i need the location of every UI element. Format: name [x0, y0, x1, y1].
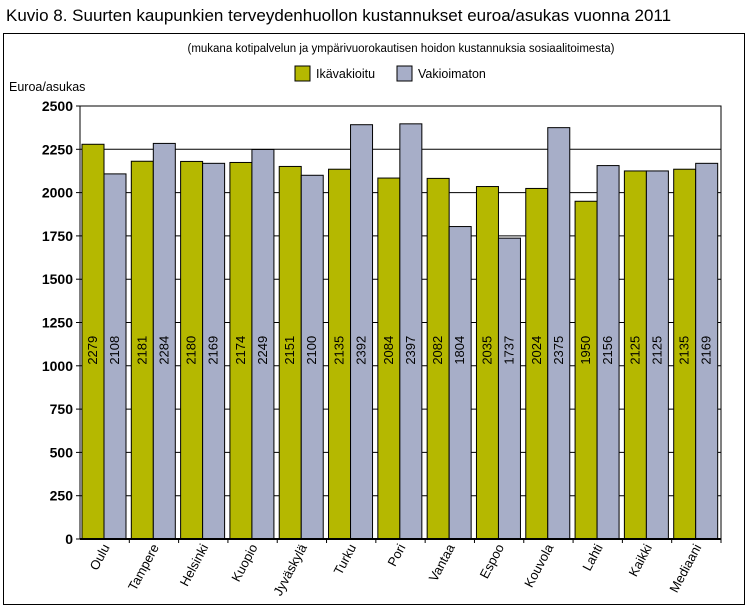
- bar-vakioimaton: [448, 226, 472, 540]
- bar-vakioimaton: [399, 123, 423, 540]
- y-tick-label: 250: [50, 488, 74, 504]
- x-tick-label: Lahti: [579, 541, 606, 573]
- x-tick-label: Espoo: [477, 541, 508, 581]
- legend-label-0: Ikävakioitu: [316, 67, 375, 81]
- bar-value-label: 1737: [501, 336, 516, 365]
- bar-value-label: 2151: [282, 336, 297, 365]
- bar-value-label: 2108: [107, 336, 122, 365]
- bar-value-label: 2135: [677, 336, 692, 365]
- x-tick-label: Turku: [331, 541, 360, 577]
- x-tick-label: Jyväskylä: [270, 541, 310, 598]
- bar-value-label: 2024: [529, 336, 544, 365]
- y-tick-label: 500: [50, 444, 74, 460]
- bar-value-label: 2156: [600, 336, 615, 365]
- y-axis-label: Euroa/asukas: [9, 80, 85, 94]
- chart-title: Kuvio 8. Suurten kaupunkien terveydenhuo…: [6, 6, 672, 25]
- bar-value-label: 2392: [354, 336, 369, 365]
- y-tick-label: 0: [65, 531, 73, 547]
- bar-vakioimaton: [350, 124, 374, 540]
- bar-value-label: 2082: [430, 336, 445, 365]
- legend-swatch-1: [396, 65, 413, 82]
- bar-value-label: 2135: [332, 336, 347, 365]
- legend-label-1: Vakioimaton: [418, 67, 486, 81]
- x-tick-label: Oulu: [87, 541, 113, 572]
- y-tick-label: 1750: [42, 228, 73, 244]
- x-tick-label: Tampere: [125, 541, 162, 593]
- bar-value-label: 2174: [233, 336, 248, 365]
- bar-value-label: 2125: [649, 336, 664, 365]
- x-tick-label: Kuopio: [228, 541, 260, 584]
- bar-value-label: 2249: [255, 336, 270, 365]
- bar-vakioimaton: [497, 237, 521, 540]
- y-tick-label: 2250: [42, 141, 73, 157]
- bar-value-label: 2181: [134, 336, 149, 365]
- bar-value-label: 2180: [184, 336, 199, 365]
- x-tick-label: Helsinki: [177, 541, 212, 588]
- bar-value-label: 2100: [304, 336, 319, 365]
- x-tick-label: Kouvola: [521, 541, 557, 590]
- y-tick-label: 2500: [42, 98, 73, 114]
- bar-value-label: 2397: [403, 336, 418, 365]
- bar-value-label: 2035: [479, 336, 494, 365]
- bar-value-label: 2375: [551, 336, 566, 365]
- chart-frame: [3, 33, 745, 605]
- bar-vakioimaton: [547, 127, 571, 540]
- x-tick-label: Vantaa: [426, 541, 458, 584]
- y-tick-label: 1250: [42, 315, 73, 331]
- x-tick-label: Pori: [384, 541, 408, 569]
- x-tick-label: Kaikki: [626, 541, 656, 579]
- bar-value-label: 2279: [85, 336, 100, 365]
- bar-value-label: 2169: [206, 336, 221, 365]
- bar-value-label: 1950: [578, 336, 593, 365]
- y-tick-label: 750: [50, 401, 74, 417]
- legend-swatch-0: [294, 65, 311, 82]
- y-tick-label: 1000: [42, 358, 73, 374]
- bar-value-label: 1804: [452, 336, 467, 365]
- bar-value-label: 2084: [381, 336, 396, 365]
- bar-value-label: 2169: [699, 336, 714, 365]
- y-tick-label: 1500: [42, 271, 73, 287]
- x-tick-label: Mediaani: [666, 541, 704, 595]
- bar-value-label: 2284: [156, 336, 171, 365]
- bar-value-label: 2125: [627, 336, 642, 365]
- y-tick-label: 2000: [42, 185, 73, 201]
- chart-subtitle: (mukana kotipalvelun ja ympärivuorokauti…: [187, 43, 614, 55]
- bar-ikavakioitu: [574, 200, 598, 540]
